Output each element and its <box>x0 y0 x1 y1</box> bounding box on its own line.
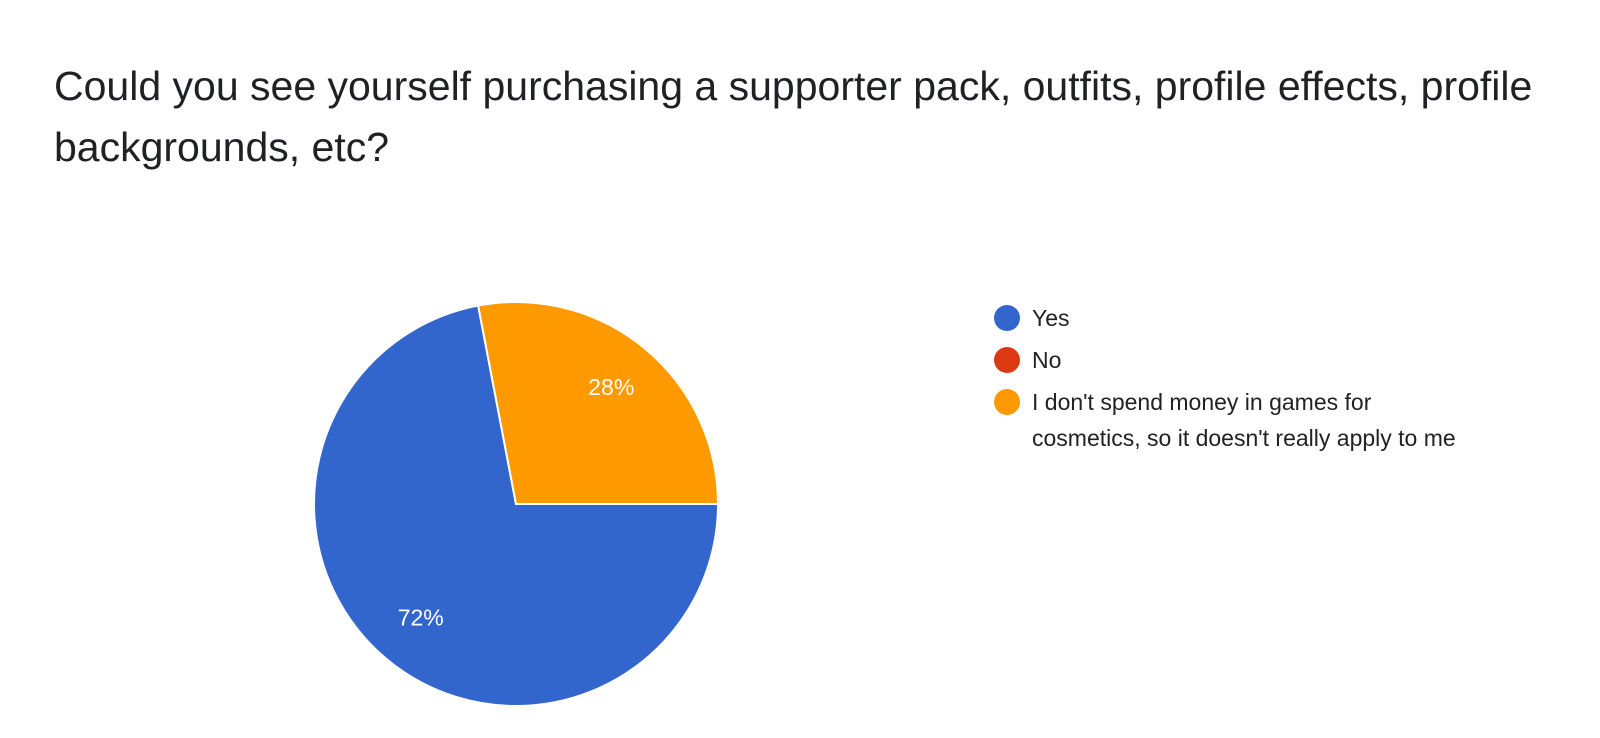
legend-item: Yes <box>992 300 1462 336</box>
pie-slice <box>313 304 720 707</box>
legend: Yes No I don't spend money in games for co… <box>992 300 1462 462</box>
legend-label: I don't spend money in games for cosmeti… <box>1032 389 1456 451</box>
chart-title: Could you see yourself purchasing a supp… <box>54 63 1533 170</box>
pie-slice <box>476 301 720 505</box>
legend-swatch <box>994 389 1020 415</box>
legend-item: No <box>992 342 1462 378</box>
legend-item: I don't spend money in games for cosmeti… <box>992 384 1462 456</box>
slice-label: 28% <box>588 374 634 400</box>
legend-label: No <box>1032 347 1062 373</box>
slice-label: 72% <box>398 604 444 630</box>
legend-label: Yes <box>1032 305 1070 331</box>
legend-swatch <box>994 305 1020 331</box>
legend-swatch <box>994 347 1020 373</box>
